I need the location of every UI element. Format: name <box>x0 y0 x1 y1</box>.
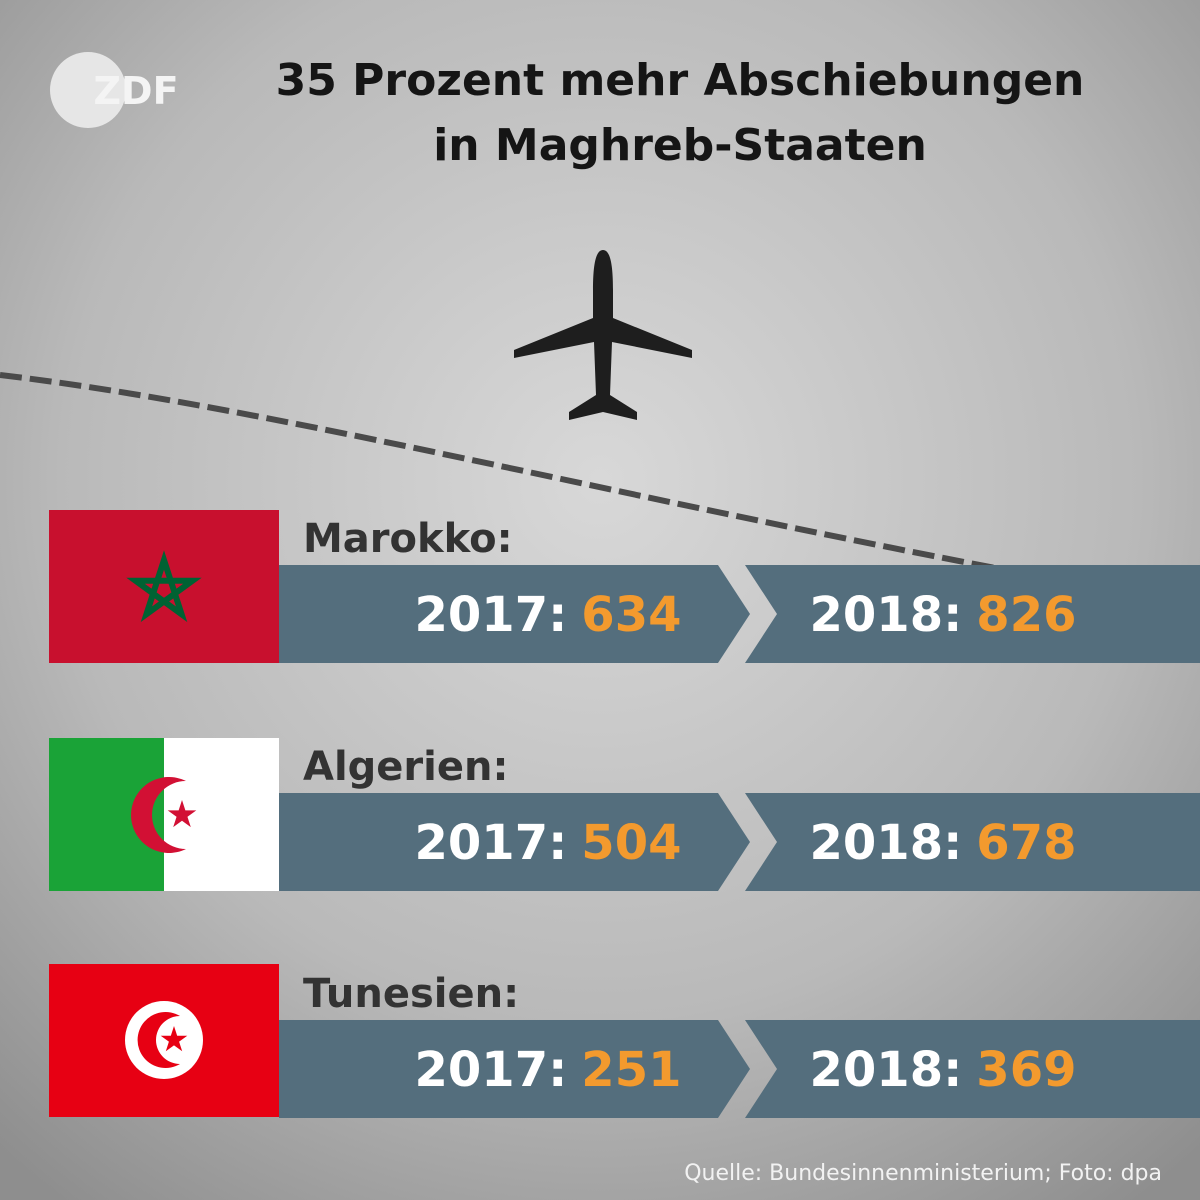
airplane <box>514 250 692 420</box>
entry: 2017: 634 <box>415 587 682 643</box>
year: 2018: <box>810 587 963 643</box>
entry: 2017: 504 <box>415 815 682 871</box>
year: 2018: <box>810 1042 963 1098</box>
flag-tunisia <box>49 964 279 1117</box>
band <box>279 565 750 663</box>
year: 2017: <box>415 1042 568 1098</box>
country-label: Tunesien: <box>303 971 519 1017</box>
flag-morocco <box>49 510 279 663</box>
title-line: in Maghreb-Staaten <box>433 120 927 171</box>
value: 251 <box>581 1042 681 1098</box>
value: 504 <box>581 815 681 871</box>
value: 369 <box>976 1042 1076 1098</box>
title-line: 35 Prozent mehr Abschiebungen <box>276 55 1085 106</box>
entry: 2018: 826 <box>810 587 1077 643</box>
year: 2018: <box>810 815 963 871</box>
entry: 2017: 251 <box>415 1042 682 1098</box>
source: Quelle: Bundesinnenministerium; Foto: dp… <box>684 1161 1162 1186</box>
band <box>745 1020 1200 1118</box>
year: 2017: <box>415 587 568 643</box>
logo: ZDF <box>93 69 178 113</box>
country-label: Marokko: <box>303 516 513 562</box>
value: 634 <box>581 587 681 643</box>
logo-circle <box>50 52 126 128</box>
value: 678 <box>976 815 1076 871</box>
value: 826 <box>976 587 1076 643</box>
entry: 2018: 369 <box>810 1042 1077 1098</box>
flag-algeria <box>49 738 279 891</box>
year: 2017: <box>415 815 568 871</box>
country-label: Algerien: <box>303 744 508 790</box>
band <box>279 1020 750 1118</box>
entry: 2018: 678 <box>810 815 1077 871</box>
band <box>279 793 750 891</box>
band <box>745 793 1200 891</box>
band <box>745 565 1200 663</box>
